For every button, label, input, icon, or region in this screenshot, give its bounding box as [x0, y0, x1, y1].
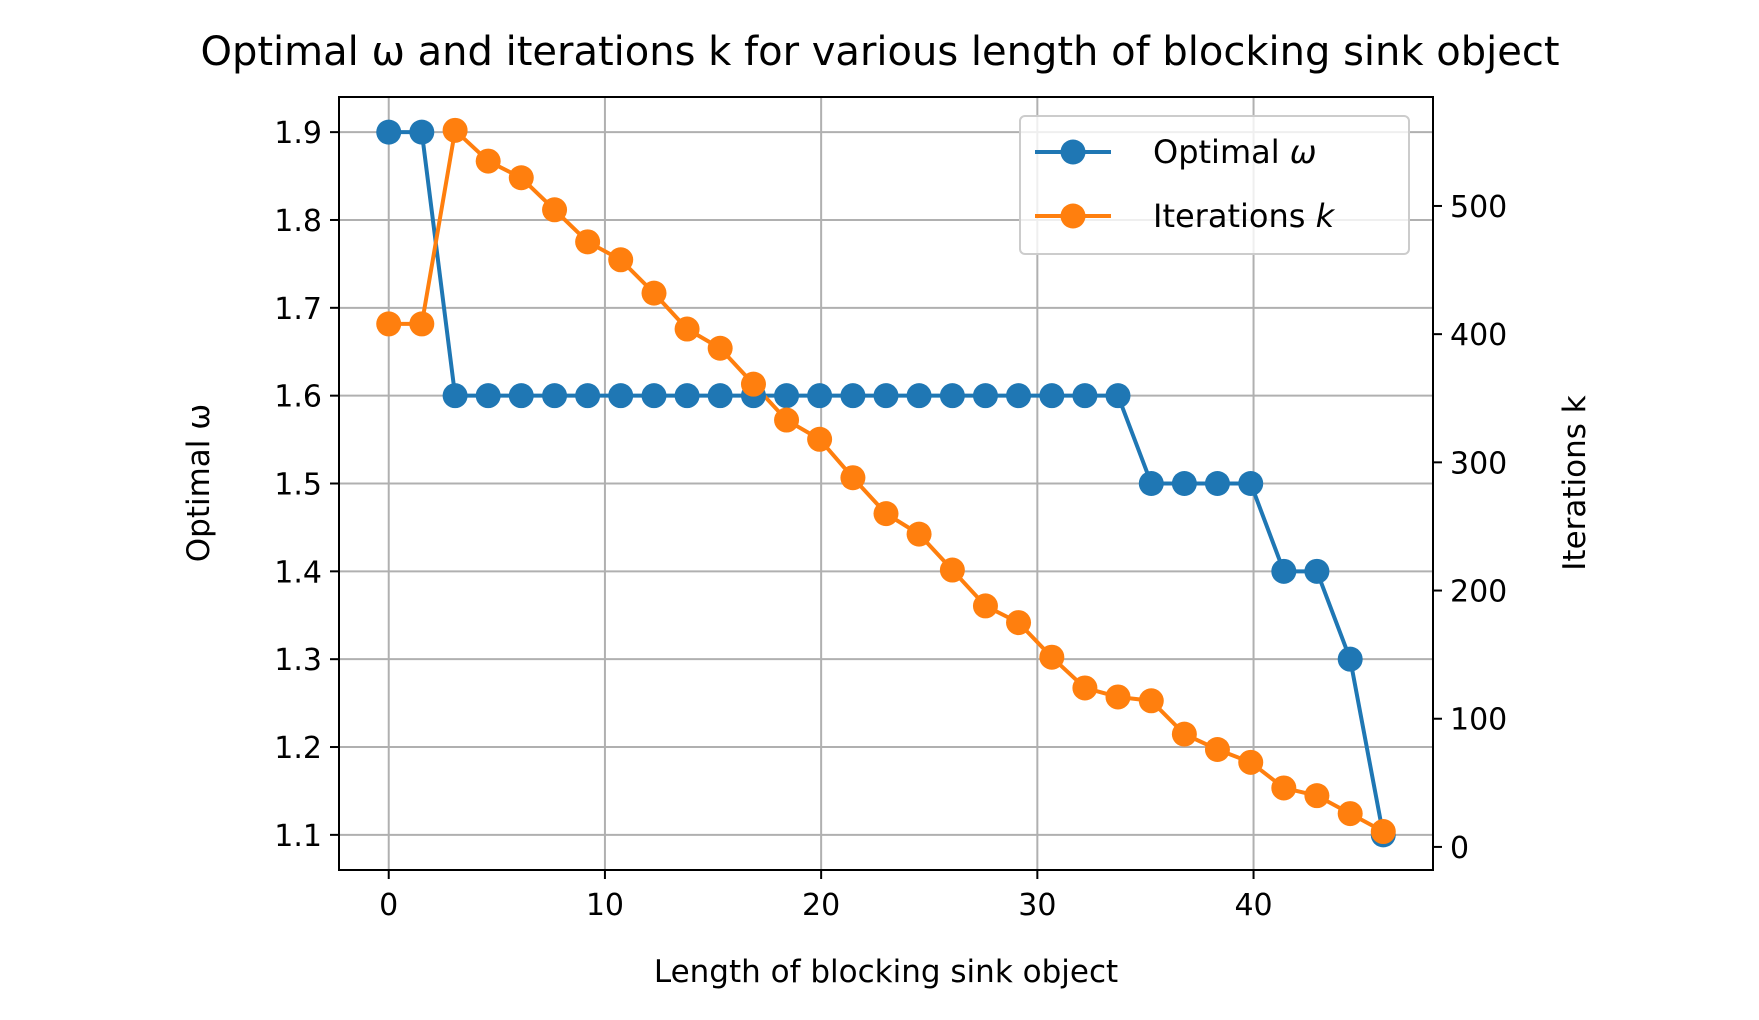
iterations-k-point — [1006, 610, 1032, 636]
y-axis-left: 1.1 1.2 1.3 1.4 1.5 1.6 1.7 1.8 1.9 — [274, 116, 339, 854]
iterations-k-point — [641, 280, 667, 306]
iterations-k-point — [873, 501, 899, 527]
legend: Optimal ω Iterations k — [1019, 115, 1410, 255]
optimal-omega-point — [873, 383, 899, 409]
optimal-omega-point — [674, 383, 700, 409]
optimal-omega-point — [774, 383, 800, 409]
optimal-omega-point — [906, 383, 932, 409]
iterations-k-point — [674, 316, 700, 342]
optimal-omega-point — [1006, 383, 1032, 409]
y-left-tick-label: 1.2 — [274, 731, 322, 766]
legend-iterations-k-label: Iterations k — [1153, 197, 1336, 235]
iterations-k-point — [1304, 783, 1330, 809]
optimal-omega-point — [475, 383, 501, 409]
y-right-tick-label: 300 — [1450, 446, 1507, 481]
y-left-tick-label: 1.9 — [274, 116, 322, 151]
x-tick-label: 0 — [379, 888, 398, 923]
y-left-tick-label: 1.5 — [274, 468, 322, 503]
chart-title: Optimal ω and iterations k for various l… — [200, 29, 1559, 75]
x-tick-label: 40 — [1234, 888, 1272, 923]
y-axis-right: 0 100 200 300 400 500 — [1433, 190, 1507, 866]
iterations-k-point — [840, 465, 866, 491]
iterations-k-point — [575, 229, 601, 255]
optimal-omega-point — [939, 383, 965, 409]
y-left-tick-label: 1.3 — [274, 643, 322, 678]
optimal-omega-point — [508, 383, 534, 409]
iterations-k-point — [1072, 675, 1098, 701]
optimal-omega-point — [641, 383, 667, 409]
optimal-omega-point — [1337, 646, 1363, 672]
iterations-k-point — [1138, 688, 1164, 714]
x-tick-label: 30 — [1018, 888, 1056, 923]
iterations-k-point — [1370, 819, 1396, 845]
iterations-k-point — [442, 117, 468, 143]
x-tick-label: 20 — [802, 888, 840, 923]
optimal-omega-point — [807, 383, 833, 409]
y-left-tick-label: 1.1 — [274, 819, 322, 854]
x-axis-label: Length of blocking sink object — [654, 954, 1118, 990]
y-right-tick-label: 0 — [1450, 831, 1469, 866]
y-right-tick-label: 200 — [1450, 575, 1507, 610]
iterations-k-point — [906, 521, 932, 547]
optimal-omega-point — [840, 383, 866, 409]
optimal-omega-point — [409, 119, 435, 145]
y-left-tick-label: 1.7 — [274, 292, 322, 327]
iterations-k-point — [1039, 644, 1065, 670]
iterations-k-point — [1271, 775, 1297, 801]
optimal-omega-point — [1072, 383, 1098, 409]
legend-optimal-omega-label: Optimal ω — [1153, 133, 1317, 171]
y-axis-left-label: Optimal ω — [181, 404, 217, 562]
x-axis: 0 10 20 30 40 — [379, 870, 1273, 923]
iterations-k-point — [972, 593, 998, 619]
optimal-omega-point — [376, 119, 402, 145]
series-markers — [376, 117, 1396, 848]
iterations-k-point — [608, 247, 634, 273]
y-left-tick-label: 1.4 — [274, 555, 322, 590]
iterations-k-point — [542, 197, 568, 223]
optimal-omega-point — [1204, 471, 1230, 496]
iterations-k-point — [774, 407, 800, 433]
optimal-omega-point — [1304, 558, 1330, 584]
iterations-k-point — [807, 426, 833, 452]
iterations-k-point — [740, 371, 766, 397]
iterations-k-point — [409, 311, 435, 337]
y-left-tick-label: 1.8 — [274, 204, 322, 239]
y-right-tick-label: 400 — [1450, 318, 1507, 353]
iterations-k-point — [1204, 736, 1230, 762]
y-axis-right-label: Iterations k — [1557, 395, 1593, 570]
y-right-tick-label: 500 — [1450, 190, 1507, 225]
iterations-k-point — [1337, 801, 1363, 827]
optimal-omega-point — [542, 383, 568, 409]
optimal-omega-point — [1271, 558, 1297, 584]
iterations-k-point — [939, 557, 965, 583]
optimal-omega-point — [1105, 383, 1131, 409]
optimal-omega-point — [1138, 471, 1164, 496]
optimal-omega-point — [1171, 471, 1197, 496]
iterations-k-point — [707, 335, 733, 361]
iterations-k-point — [508, 165, 534, 191]
y-right-tick-label: 100 — [1450, 703, 1507, 738]
optimal-omega-point — [972, 383, 998, 409]
legend-optimal-omega-marker — [1060, 139, 1086, 165]
optimal-omega-point — [608, 383, 634, 409]
optimal-omega-point — [442, 383, 468, 409]
optimal-omega-point — [1238, 471, 1264, 496]
x-tick-label: 10 — [586, 888, 624, 923]
iterations-k-point — [1105, 684, 1131, 710]
optimal-omega-point — [707, 383, 733, 409]
iterations-k-point — [1171, 721, 1197, 747]
iterations-k-point — [1238, 749, 1264, 775]
iterations-k-point — [475, 148, 501, 174]
iterations-k-point — [376, 311, 402, 337]
legend-iterations-k-marker — [1060, 203, 1086, 229]
legend-box — [1019, 115, 1410, 255]
optimal-omega-point — [575, 383, 601, 409]
optimal-omega-point — [1039, 383, 1065, 409]
y-left-tick-label: 1.6 — [274, 380, 322, 415]
